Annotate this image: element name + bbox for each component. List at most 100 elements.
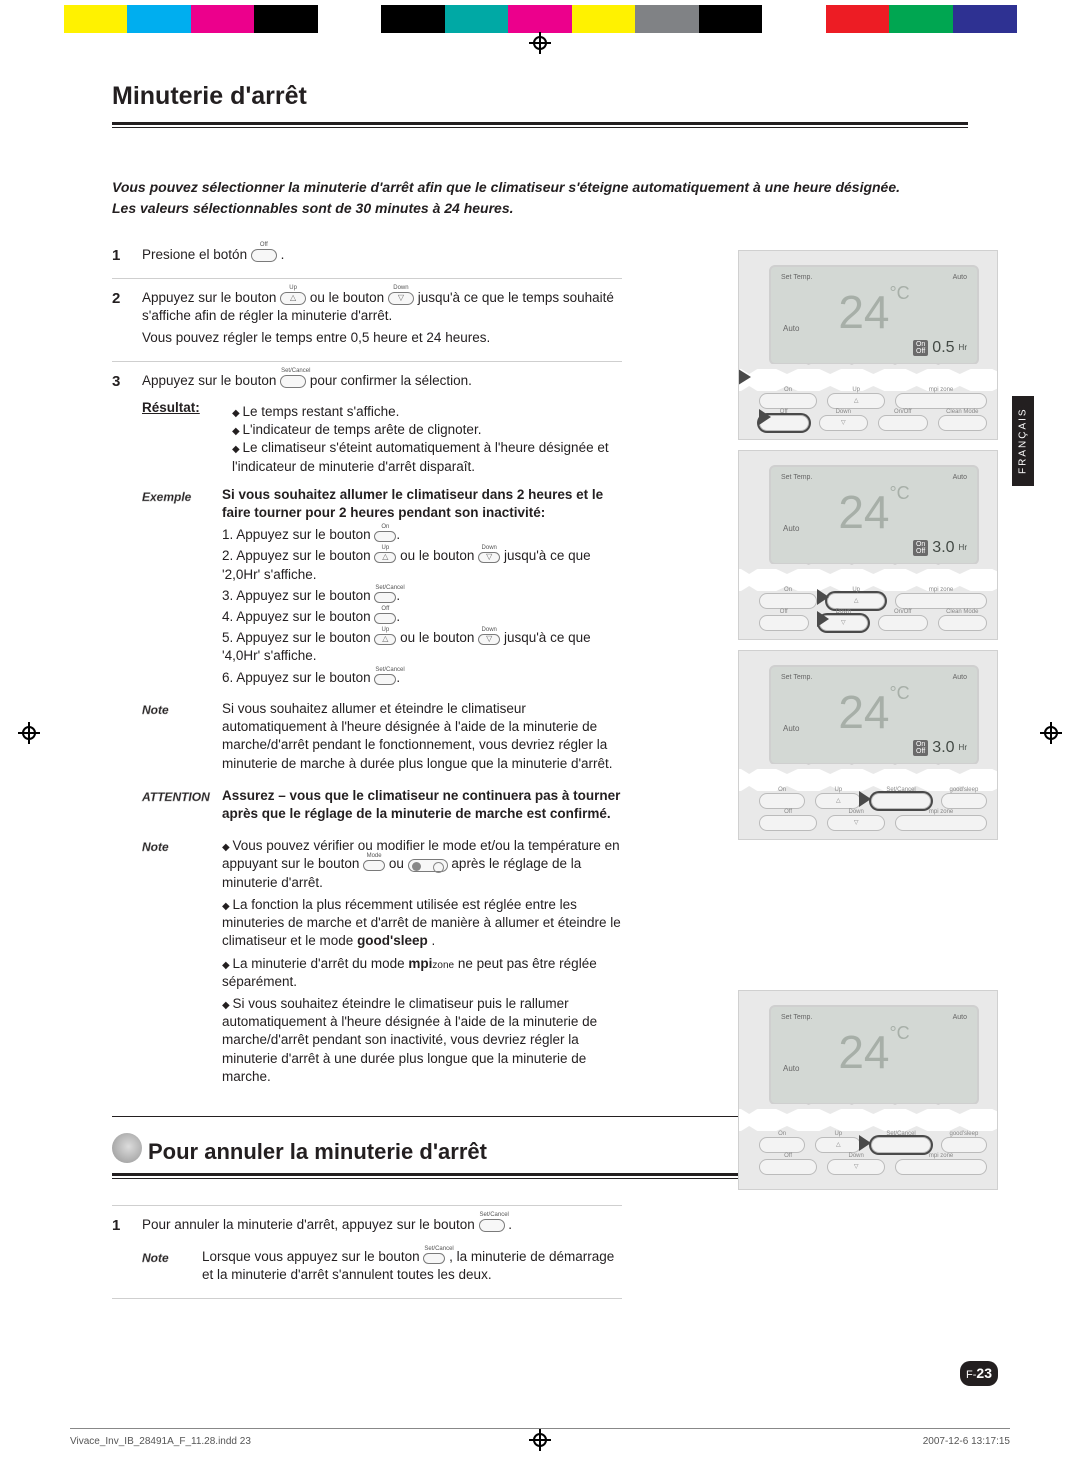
example-step-text: Appuyez sur le bouton [236, 527, 374, 542]
registration-mark-top [0, 36, 1080, 44]
pointer-arrow-icon [817, 611, 829, 627]
example-step-text: . [396, 609, 400, 624]
step-text: Vous pouvez régler le temps entre 0,5 he… [142, 329, 622, 347]
remote-screen: Set Temp.Auto 24°C Auto OnOff 0.5Hr [769, 265, 979, 365]
example-step-text: Appuyez sur le bouton [236, 588, 374, 603]
note-tag: Note [142, 702, 169, 718]
steps-list: 1 Presione el botón Off . 2 Appuyez sur … [112, 236, 622, 1101]
step-number: 2 [112, 289, 130, 352]
intro-text: Les valeurs sélectionnables sont de 30 m… [112, 199, 968, 218]
footer-filename: Vivace_Inv_IB_28491A_F_11.28.indd 23 [70, 1435, 251, 1449]
note-bullet-list: Vous pouvez vérifier ou modifier le mode… [222, 837, 622, 1086]
up-button-icon: Up△ [374, 634, 396, 645]
intro-text: Vous pouvez sélectionner la minuterie d'… [112, 178, 968, 197]
remote-card: Set Temp.Auto 24°C Auto OnOff 3.0Hr On U… [738, 450, 998, 640]
example-step-text: Appuyez sur le bouton [236, 630, 374, 645]
language-tab: FRANÇAIS [1012, 396, 1034, 486]
print-footer: Vivace_Inv_IB_28491A_F_11.28.indd 23 200… [70, 1428, 1010, 1449]
example-intro: Si vous souhaitez allumer le climatiseur… [222, 486, 622, 522]
down-button-icon: Down▽ [388, 292, 414, 305]
note-bullet-item: La minuterie d'arrêt du mode mpizone ne … [222, 955, 622, 991]
title-rule [112, 127, 968, 128]
example-step-text: . [396, 527, 400, 542]
mode-button-icon: Mode [363, 860, 385, 871]
page-content: FRANÇAIS Minuterie d'arrêt Vous pouvez s… [112, 80, 968, 1390]
result-list: Le temps restant s'affiche. L'indicateur… [142, 403, 622, 476]
set-cancel-button-icon: Set/Cancel [280, 375, 306, 388]
up-button-icon: Up△ [280, 292, 306, 305]
result-label: Résultat: [142, 400, 200, 415]
note-tag: Note [142, 1250, 169, 1266]
example-step-text: Appuyez sur le bouton [236, 609, 374, 624]
attention-block: ATTENTION Assurez – vous que le climatis… [142, 787, 622, 827]
note-text: Lorsque vous appuyez sur le bouton Set/C… [202, 1248, 622, 1284]
down-button-icon: Down▽ [478, 552, 500, 563]
note-block: Note Vous pouvez vérifier ou modifier le… [142, 837, 622, 1090]
note-block: Note Lorsque vous appuyez sur le bouton … [142, 1248, 622, 1288]
registration-mark-bottom [533, 1433, 547, 1452]
remote-screen: Set Temp.Auto 24°C Auto [769, 1005, 979, 1105]
set-cancel-button-icon: Set/Cancel [374, 674, 396, 685]
note-bullet-item: Si vous souhaitez éteindre le climatiseu… [222, 995, 622, 1086]
result-item: Le temps restant s'affiche. [232, 403, 622, 421]
down-button-icon: Down▽ [478, 634, 500, 645]
step-text: Pour annuler la minuterie d'arrêt, appuy… [142, 1217, 479, 1232]
note-tag: Note [142, 839, 169, 855]
step-body: Pour annuler la minuterie d'arrêt, appuy… [142, 1216, 622, 1289]
note-block: Note Si vous souhaitez allumer et éteind… [142, 700, 622, 777]
step-row: 1 Presione el botón Off . [112, 236, 622, 278]
cancel-steps: 1 Pour annuler la minuterie d'arrêt, app… [112, 1205, 622, 1300]
step-text: pour confirmer la sélection. [310, 373, 472, 388]
step-text: Presione el botón [142, 247, 251, 262]
step-row: 2 Appuyez sur le bouton Up△ ou le bouton… [112, 278, 622, 362]
step-text: Appuyez sur le bouton [142, 373, 280, 388]
pointer-arrow-icon [817, 589, 829, 605]
page-number: F-23 [960, 1361, 998, 1386]
step-number: 3 [112, 372, 130, 1090]
registration-mark-left [22, 726, 36, 740]
example-tag: Exemple [142, 489, 191, 505]
step-text: . [281, 247, 285, 262]
pointer-arrow-icon [859, 1135, 871, 1151]
step-body: Appuyez sur le bouton Set/Cancel pour co… [142, 372, 622, 1090]
section-title-off-timer: Minuterie d'arrêt [112, 80, 968, 118]
remote-illustrations: Set Temp.Auto 24°C Auto OnOff 0.5Hr On U… [738, 250, 998, 1190]
step-body: Appuyez sur le bouton Up△ ou le bouton D… [142, 289, 622, 352]
example-block: Exemple Si vous souhaitez allumer le cli… [142, 486, 622, 690]
result-item: Le climatiseur s'éteint automatiquement … [232, 439, 622, 475]
attention-text: Assurez – vous que le climatiseur ne con… [222, 787, 622, 823]
step-text: . [508, 1217, 512, 1232]
off-button-icon: Off [251, 249, 277, 262]
step-row: 3 Appuyez sur le bouton Set/Cancel pour … [112, 361, 622, 1100]
step-row: 1 Pour annuler la minuterie d'arrêt, app… [112, 1205, 622, 1300]
off-button-icon: Off [374, 613, 396, 624]
note-bullet-item: Vous pouvez vérifier ou modifier le mode… [222, 837, 622, 892]
remote-card: Set Temp.Auto 24°C Auto OnOff 3.0Hr On U… [738, 650, 998, 840]
remote-screen: Set Temp.Auto 24°C Auto OnOff 3.0Hr [769, 465, 979, 565]
example-step-text: Appuyez sur le bouton [236, 670, 374, 685]
pointer-arrow-icon [759, 409, 771, 425]
on-button-icon: On [374, 531, 396, 542]
step-number: 1 [112, 1216, 130, 1289]
set-cancel-button-icon: Set/Cancel [423, 1253, 445, 1264]
print-color-bar [0, 5, 1080, 33]
attention-tag: ATTENTION [142, 789, 210, 805]
result-item: L'indicateur de temps arête de clignoter… [232, 421, 622, 439]
example-step-text: ou le bouton [396, 630, 478, 645]
pointer-arrow-icon [738, 367, 751, 387]
pointer-arrow-icon [859, 791, 871, 807]
footer-timestamp: 2007-12-6 13:17:15 [923, 1435, 1010, 1449]
remote-screen: Set Temp.Auto 24°C Auto OnOff 3.0Hr [769, 665, 979, 765]
remote-card: Set Temp.Auto 24°C Auto OnOff 0.5Hr On U… [738, 250, 998, 440]
step-text: Appuyez sur le bouton [142, 290, 280, 305]
example-steps: Appuyez sur le bouton On. Appuyez sur le… [222, 526, 622, 687]
note-text: Si vous souhaitez allumer et éteindre le… [222, 700, 622, 773]
note-bullet-item: La fonction la plus récemment utilisée e… [222, 896, 622, 951]
set-cancel-button-icon: Set/Cancel [479, 1219, 505, 1232]
remote-card: Set Temp.Auto 24°C Auto On Up△ Set/Cance… [738, 990, 998, 1190]
title-rule [112, 122, 968, 125]
step-number: 1 [112, 246, 130, 268]
registration-mark-right [1044, 726, 1058, 740]
step-text: ou le bouton [310, 290, 388, 305]
example-step-text: Appuyez sur le bouton [236, 548, 374, 563]
